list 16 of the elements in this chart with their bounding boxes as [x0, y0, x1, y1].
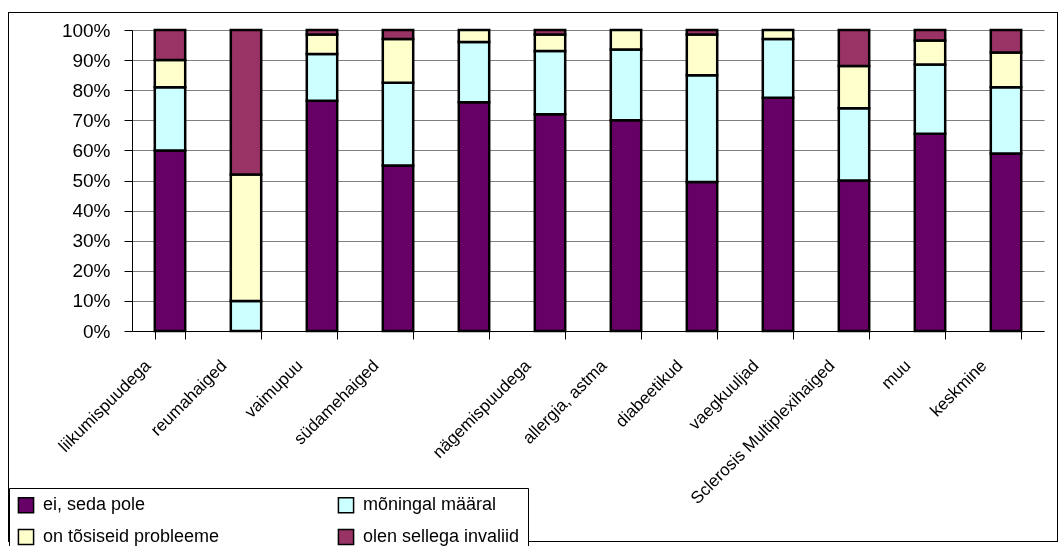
y-tick-label: 20%	[72, 260, 111, 282]
y-tick-label: 50%	[72, 170, 111, 191]
y-tick-label: 10%	[72, 290, 111, 312]
y-tick-label: 30%	[72, 230, 111, 252]
y-tick-label: 100%	[61, 19, 111, 41]
legend-label: on tõsiseid probleeme	[43, 526, 220, 546]
y-tick-label: 70%	[72, 109, 111, 131]
legend-label: olen sellega invaliid	[363, 526, 520, 546]
y-tick-label: 0%	[83, 320, 111, 342]
y-tick-label: 40%	[72, 200, 111, 222]
y-tick-label: 60%	[72, 139, 111, 161]
x-tick-label: muu	[877, 356, 915, 393]
y-tick-label: 80%	[72, 79, 111, 101]
y-tick-label: 90%	[72, 49, 111, 71]
legend-label: mõningal määral	[363, 494, 497, 515]
legend-label: ei, seda pole	[43, 494, 146, 515]
